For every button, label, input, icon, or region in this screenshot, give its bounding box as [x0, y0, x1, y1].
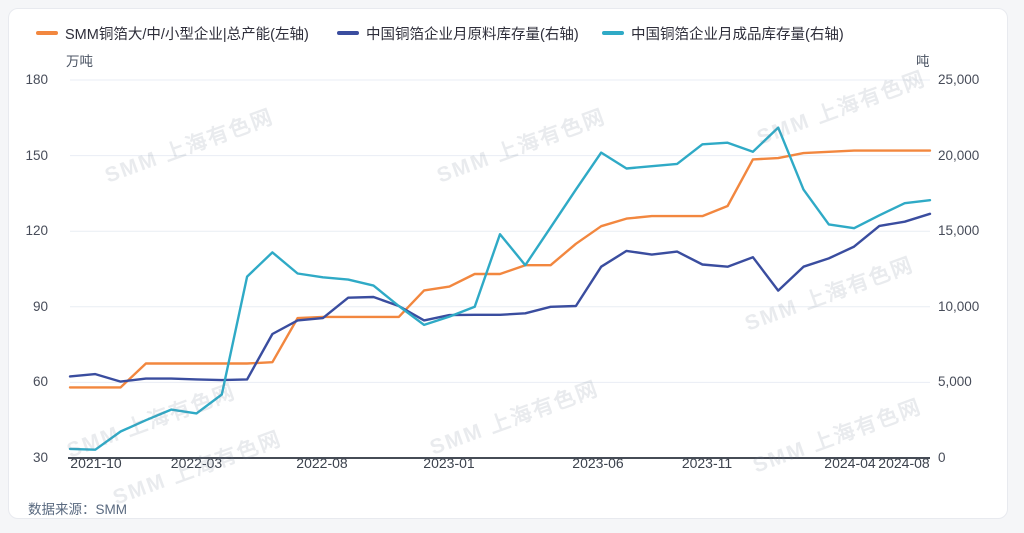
left-axis-tick-label: 90 — [32, 299, 48, 314]
right-axis-unit: 吨 — [916, 54, 930, 69]
legend-item-finished-goods-inventory[interactable]: 中国铜箔企业月成品库存量(右轴) — [602, 24, 844, 43]
x-axis-tick-label: 2024-04 — [824, 455, 876, 471]
x-axis-tick-label: 2021-10 — [70, 455, 122, 471]
legend-label: 中国铜箔企业月原料库存量(右轴) — [366, 26, 579, 43]
x-axis-tick-label: 2022-08 — [296, 455, 348, 471]
legend-line-marker — [337, 31, 359, 35]
right-axis-tick-label: 0 — [938, 450, 946, 465]
left-axis-tick-label: 30 — [32, 450, 48, 465]
legend-line-marker — [602, 31, 624, 35]
legend-label: 中国铜箔企业月成品库存量(右轴) — [631, 26, 844, 43]
right-axis-tick-label: 25,000 — [938, 72, 980, 87]
left-axis-tick-label: 180 — [25, 72, 48, 87]
legend-line-marker — [36, 31, 58, 35]
x-axis-tick-label: 2024-08 — [878, 455, 930, 471]
x-axis-tick-label: 2023-01 — [423, 455, 475, 471]
left-axis-tick-label: 60 — [32, 374, 48, 389]
right-axis-tick-label: 20,000 — [938, 148, 980, 163]
legend-item-capacity[interactable]: SMM铜箔大/中/小型企业|总产能(左轴) — [36, 24, 309, 43]
right-axis-tick-label: 5,000 — [938, 374, 972, 389]
data-source-label: 数据来源：SMM — [28, 502, 127, 517]
x-axis-tick-label: 2023-11 — [681, 455, 733, 471]
left-axis-tick-label: 150 — [25, 148, 48, 163]
series-line-2[interactable] — [68, 126, 932, 451]
series-line-0[interactable] — [68, 149, 932, 389]
right-axis-tick-label: 10,000 — [938, 299, 980, 314]
legend-label: SMM铜箔大/中/小型企业|总产能(左轴) — [65, 26, 309, 43]
left-axis-tick-label: 120 — [25, 223, 48, 238]
series-line-1[interactable] — [68, 212, 932, 383]
chart-card — [8, 8, 1008, 519]
x-axis-tick-label: 2023-06 — [572, 455, 624, 471]
x-axis-tick-label: 2022-03 — [170, 455, 223, 471]
right-axis-tick-label: 15,000 — [938, 223, 980, 238]
left-axis-unit: 万吨 — [66, 54, 93, 69]
legend-item-raw-material-inventory[interactable]: 中国铜箔企业月原料库存量(右轴) — [337, 24, 579, 43]
